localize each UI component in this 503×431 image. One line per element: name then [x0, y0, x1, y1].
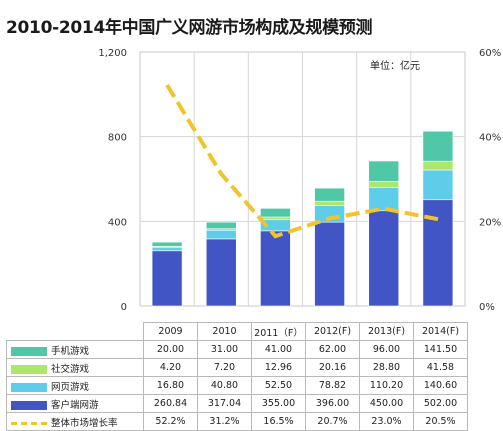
y-right-tick-label: 60%: [479, 48, 501, 59]
x-tick-label: 2012(F): [306, 323, 360, 341]
legend-swatch: [11, 422, 47, 425]
data-label: 4.20: [144, 359, 198, 377]
bar-segment: [423, 161, 453, 170]
y-right-tick-label: 20%: [479, 217, 501, 228]
legend-entry: 手机游戏: [7, 341, 144, 359]
bar-segment: [315, 222, 345, 306]
data-label: 96.00: [360, 341, 414, 359]
legend-label: 社交游戏: [51, 364, 89, 375]
data-label: 52.50: [252, 377, 306, 395]
data-label: 78.82: [306, 377, 360, 395]
legend-label: 手机游戏: [51, 346, 89, 357]
legend-swatch: [11, 365, 47, 374]
legend-entry: 客户端网游: [7, 395, 144, 413]
bar-segment: [369, 187, 399, 210]
data-label: 12.96: [252, 359, 306, 377]
data-label: 40.80: [198, 377, 252, 395]
y-right-tick-label: 40%: [479, 133, 501, 144]
bar-segment: [260, 208, 290, 217]
data-label: 141.50: [414, 341, 468, 359]
legend-swatch: [11, 347, 47, 356]
legend-label: 网页游戏: [51, 382, 89, 393]
bar-segment: [315, 201, 345, 205]
data-label: 20.16: [306, 359, 360, 377]
bar-segment: [206, 222, 236, 229]
data-label: 28.80: [360, 359, 414, 377]
x-tick-label: 2010: [198, 323, 252, 341]
data-label: 260.84: [144, 395, 198, 413]
legend-swatch: [11, 401, 47, 410]
x-tick-label: 2013(F): [360, 323, 414, 341]
y-left-tick-label: 1,200: [98, 48, 127, 59]
bar-segment: [260, 231, 290, 306]
legend-swatch: [11, 383, 47, 392]
legend-entry: 社交游戏: [7, 359, 144, 377]
x-tick-label: 2014(F): [414, 323, 468, 341]
data-label: 317.04: [198, 395, 252, 413]
data-label: 20.00: [144, 341, 198, 359]
bar-segment: [369, 211, 399, 306]
bar-segment: [152, 242, 182, 246]
bar-segment: [152, 251, 182, 306]
y-right-tick-label: 0%: [479, 302, 495, 313]
x-tick-label: 2011（F）: [252, 323, 306, 341]
data-label: 502.00: [414, 395, 468, 413]
data-label: 31.00: [198, 341, 252, 359]
y-left-tick-label: 0: [121, 302, 127, 313]
data-label: 110.20: [360, 377, 414, 395]
data-label: 41.58: [414, 359, 468, 377]
legend-label: 客户端网游: [51, 400, 99, 411]
data-label: 355.00: [252, 395, 306, 413]
bar-segment: [152, 247, 182, 251]
bar-segment: [206, 230, 236, 239]
data-label: 450.00: [360, 395, 414, 413]
table-corner-cell: [7, 323, 144, 341]
chart-svg: 0 400 800 1,200 0% 20% 40% 60% 单位：亿元: [0, 0, 503, 322]
bar-segment: [206, 239, 236, 306]
bar-segment: [423, 131, 453, 161]
bar-segment: [423, 170, 453, 200]
data-label: 62.00: [306, 341, 360, 359]
x-tick-label: 2009: [144, 323, 198, 341]
y-left-tick-label: 400: [108, 217, 127, 228]
data-label: 41.00: [252, 341, 306, 359]
legend-label: 整体市场增长率: [51, 418, 118, 429]
data-label: 396.00: [306, 395, 360, 413]
bar-segment: [315, 188, 345, 201]
unit-label: 单位：亿元: [370, 59, 420, 72]
y-left-tick-label: 800: [108, 133, 127, 144]
data-label: 16.80: [144, 377, 198, 395]
bar-segment: [369, 161, 399, 181]
data-label: 140.60: [414, 377, 468, 395]
data-label: 7.20: [198, 359, 252, 377]
bar-segment: [369, 181, 399, 187]
bar-segment: [260, 217, 290, 220]
legend-entry: 网页游戏: [7, 377, 144, 395]
